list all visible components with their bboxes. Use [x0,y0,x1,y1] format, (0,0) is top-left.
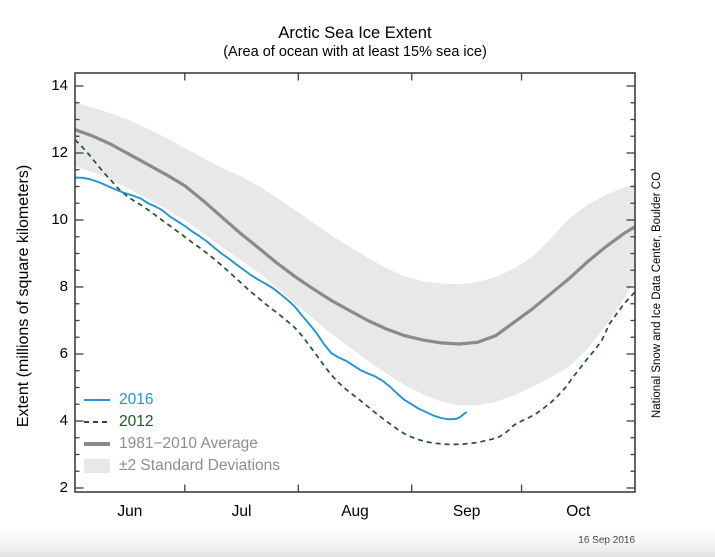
legend-row-2016: 2016 [84,389,280,411]
chart-subtitle: (Area of ocean with at least 15% sea ice… [223,44,487,60]
legend-line-2012-swatch [84,421,110,423]
plot-frame [74,72,636,493]
x-month-label: Jul [231,503,252,520]
x-month-label: Jun [117,503,143,520]
legend-row-std-dev: ±2 Standard Deviations [84,455,280,477]
line-2016 [74,176,468,421]
bottom-fade-decoration [0,529,715,557]
average-line [74,128,636,346]
line-2012 [74,139,636,446]
x-month-label: Oct [566,503,591,520]
legend-line-2016-swatch [84,399,110,401]
legend-label-2016: 2016 [119,391,154,408]
x-month-label: Sep [452,503,481,520]
legend-label-average: 1981−2010 Average [119,435,258,452]
y-tick-label: 6 [59,345,68,362]
legend-label-2012: 2012 [119,413,154,430]
legend-label-std-dev: ±2 Standard Deviations [119,457,281,474]
legend-average-line-swatch [84,442,110,446]
x-month-label: Aug [341,503,369,520]
legend-std-dev-swatch [84,459,110,473]
y-tick-label: 14 [51,77,68,94]
legend-row-average: 1981−2010 Average [84,433,280,455]
source-attribution: National Snow and Ice Data Center, Bould… [651,171,663,419]
chart-title: Arctic Sea Ice Extent [278,24,432,42]
y-tick-label: 8 [59,278,68,295]
legend: 2016 2012 1981−2010 Average ±2 Standard … [84,389,280,477]
y-tick-label: 12 [51,144,68,161]
y-tick-label: 10 [51,211,68,228]
y-axis-label: Extent (millions of square kilometers) [15,164,32,428]
y-tick-label: 4 [59,412,68,429]
legend-row-2012: 2012 [84,411,280,433]
std-dev-band [75,102,635,406]
y-tick-label: 2 [59,479,68,496]
